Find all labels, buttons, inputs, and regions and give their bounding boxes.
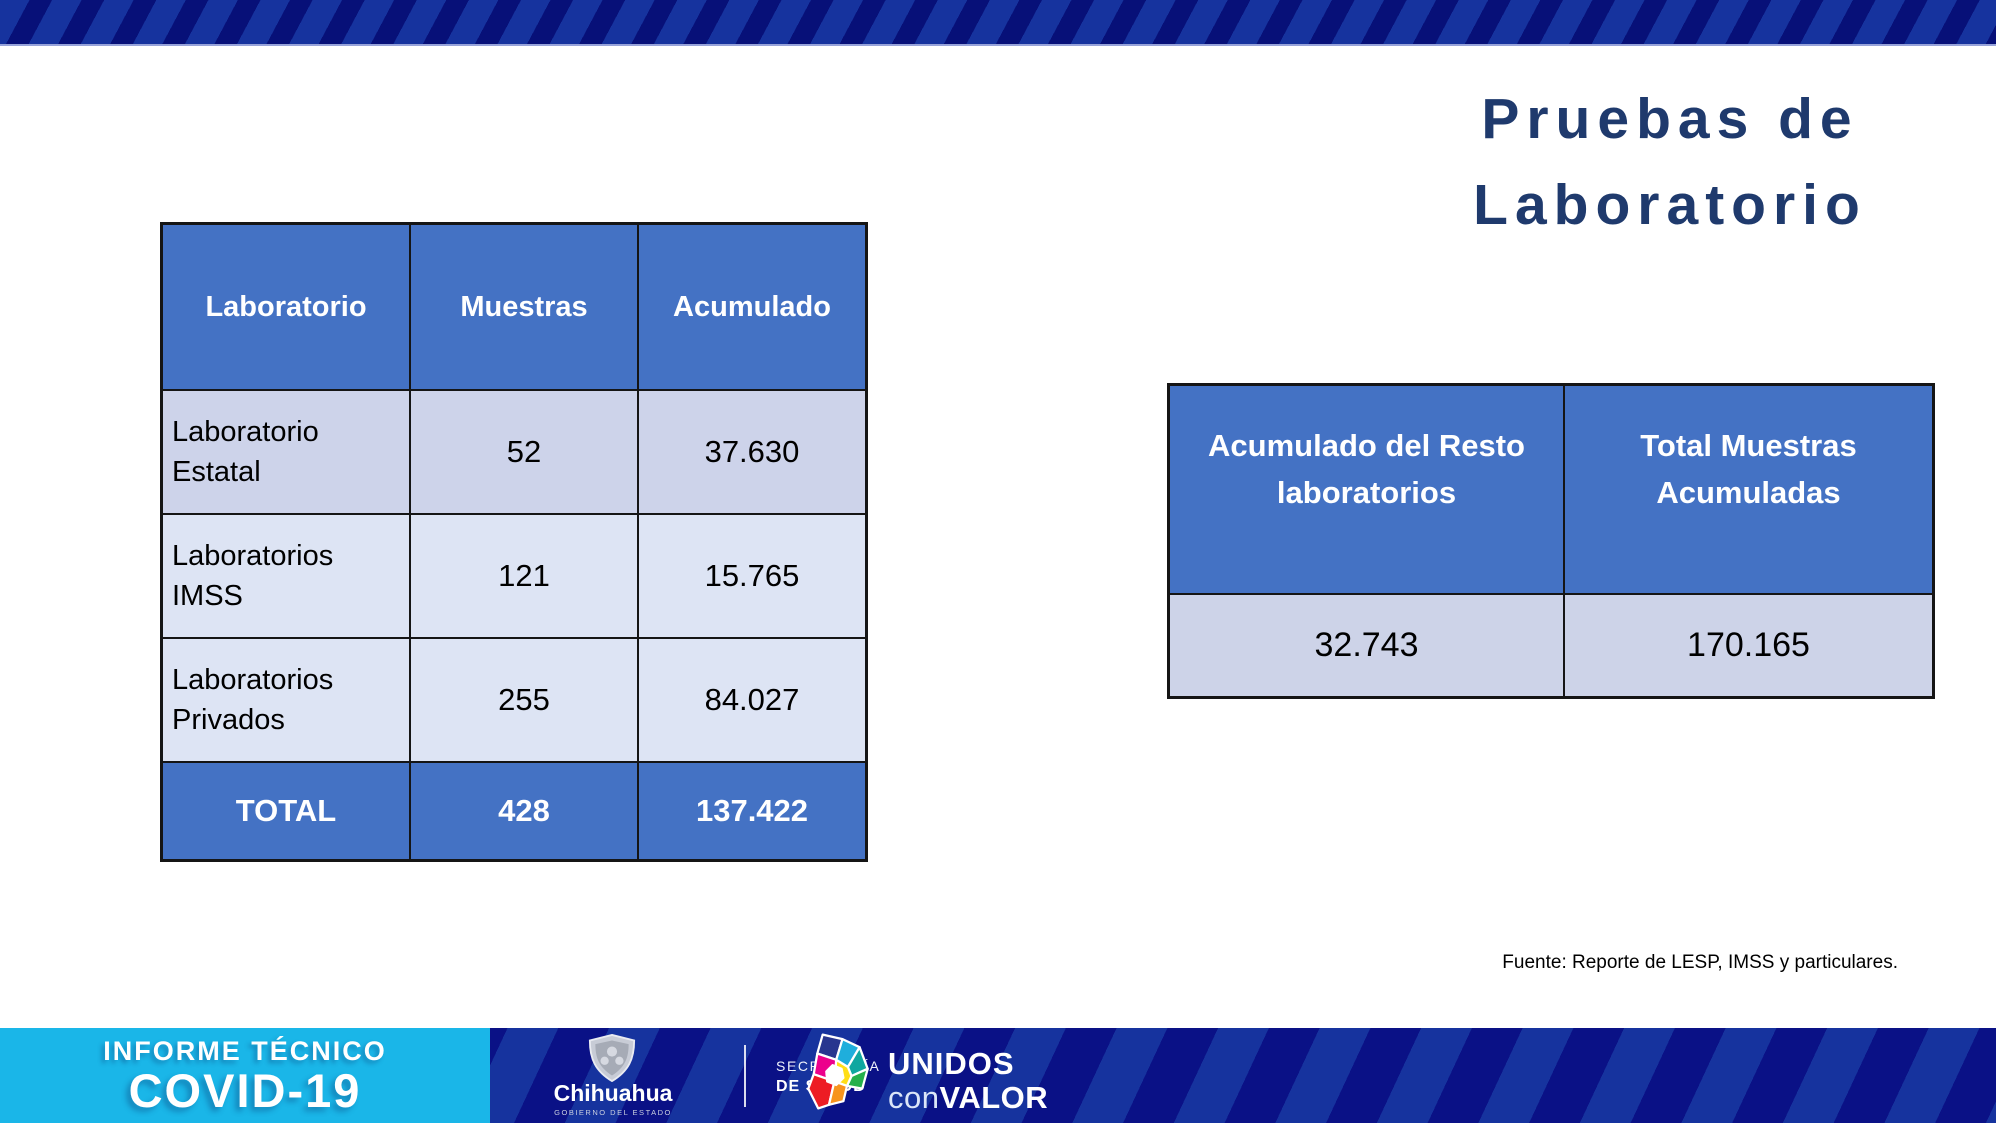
value-total-muestras: 170.165 bbox=[1565, 595, 1932, 696]
col-header-laboratorio: Laboratorio bbox=[163, 225, 409, 389]
col-header-total-muestras: Total Muestras Acumuladas bbox=[1565, 386, 1932, 593]
table-cell-acumulado: 84.027 bbox=[639, 639, 865, 761]
chihuahua-map-icon bbox=[795, 1031, 881, 1123]
page-title: Pruebas de Laboratorio bbox=[1430, 76, 1910, 248]
source-note: Fuente: Reporte de LESP, IMSS y particul… bbox=[1502, 952, 1898, 973]
total-row-label: TOTAL bbox=[163, 763, 409, 859]
table-cell-muestras: 121 bbox=[411, 515, 637, 637]
unidos-label: UNIDOS bbox=[888, 1046, 1015, 1081]
table-row-label: Laboratorio Estatal bbox=[163, 391, 409, 513]
total-row-acumulado: 137.422 bbox=[639, 763, 865, 859]
lab-samples-table: Laboratorio Muestras Acumulado Laborator… bbox=[160, 222, 868, 862]
footer-divider bbox=[744, 1045, 746, 1107]
table-row-label: Laboratorios IMSS bbox=[163, 515, 409, 637]
con-text: con bbox=[888, 1080, 940, 1115]
report-title: INFORME TÉCNICO bbox=[103, 1036, 387, 1067]
valor-text: VALOR bbox=[939, 1080, 1049, 1115]
col-header-acumulado: Acumulado bbox=[639, 225, 865, 389]
convalor-label: conVALOR bbox=[888, 1080, 1048, 1116]
footer-banner: INFORME TÉCNICO COVID-19 Chihuahua GOBIE… bbox=[0, 1028, 1996, 1123]
table-cell-acumulado: 37.630 bbox=[639, 391, 865, 513]
table-row-label: Laboratorios Privados bbox=[163, 639, 409, 761]
page-title-line1: Pruebas de bbox=[1481, 87, 1859, 151]
gov-logo-subtitle: GOBIERNO DEL ESTADO bbox=[554, 1108, 672, 1117]
chihuahua-shield-icon bbox=[584, 1033, 640, 1087]
table-cell-muestras: 52 bbox=[411, 391, 637, 513]
page-title-line2: Laboratorio bbox=[1473, 173, 1867, 237]
accumulated-summary-table: Acumulado del Resto laboratorios Total M… bbox=[1167, 383, 1935, 699]
total-row-muestras: 428 bbox=[411, 763, 637, 859]
top-striped-banner bbox=[0, 0, 1996, 46]
table-cell-acumulado: 15.765 bbox=[639, 515, 865, 637]
col-header-muestras: Muestras bbox=[411, 225, 637, 389]
table-cell-muestras: 255 bbox=[411, 639, 637, 761]
col-header-resto-laboratorios: Acumulado del Resto laboratorios bbox=[1170, 386, 1563, 593]
value-resto-laboratorios: 32.743 bbox=[1170, 595, 1563, 696]
covid19-title: COVID-19 bbox=[128, 1064, 362, 1118]
gov-logo-name: Chihuahua bbox=[553, 1080, 673, 1106]
informe-tecnico-block: INFORME TÉCNICO COVID-19 bbox=[0, 1028, 490, 1123]
